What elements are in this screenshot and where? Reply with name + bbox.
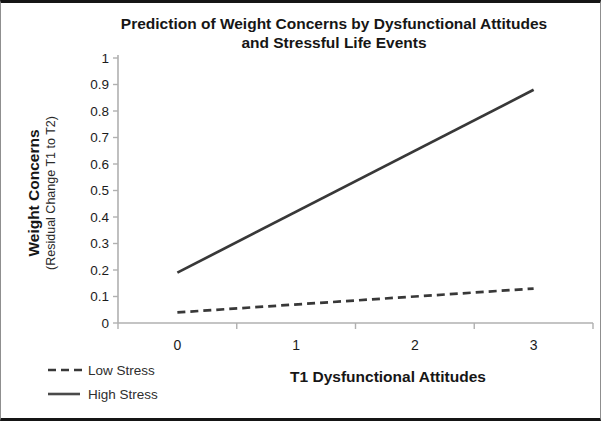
y-tick-label: 0.7 <box>90 130 109 145</box>
y-tick-label: 0.9 <box>90 77 109 92</box>
legend-item-high-stress: High Stress <box>47 382 158 406</box>
chart-figure: Prediction of Weight Concerns by Dysfunc… <box>0 0 601 421</box>
y-tick-label: 0.6 <box>90 157 109 172</box>
x-tick-label: 1 <box>292 337 300 353</box>
legend-label-high-stress: High Stress <box>88 387 158 402</box>
series-line-high-stress <box>177 90 533 273</box>
low-stress-dashed-line-icon <box>47 366 83 374</box>
legend: Low Stress High Stress <box>47 358 158 406</box>
y-tick-label: 0.5 <box>90 183 109 198</box>
high-stress-solid-line-icon <box>47 390 83 398</box>
series-line-low-stress <box>177 289 533 313</box>
y-tick-label: 0.1 <box>90 289 109 304</box>
y-tick-label: 0.4 <box>90 210 109 225</box>
y-tick-label: 0.3 <box>90 236 109 251</box>
y-tick-label: 0.2 <box>90 263 109 278</box>
x-tick-label: 2 <box>411 337 419 353</box>
legend-item-low-stress: Low Stress <box>47 358 158 382</box>
x-axis-title: T1 Dysfunctional Attitudes <box>290 368 486 386</box>
y-tick-label: 0.8 <box>90 104 109 119</box>
y-tick-label: 1 <box>101 51 109 66</box>
x-tick-label: 3 <box>530 337 538 353</box>
y-tick-label: 0 <box>101 316 109 331</box>
x-tick-label: 0 <box>173 337 181 353</box>
legend-label-low-stress: Low Stress <box>88 363 155 378</box>
